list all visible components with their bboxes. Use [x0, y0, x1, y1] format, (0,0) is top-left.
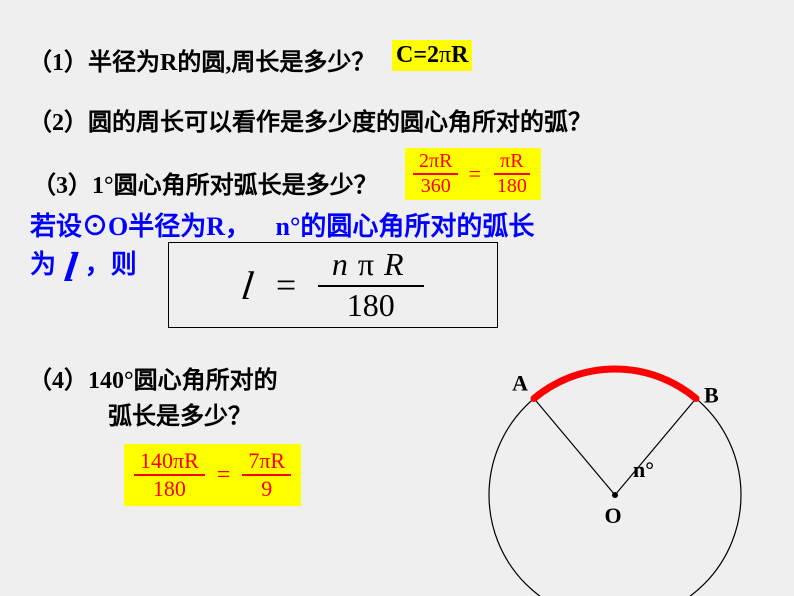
q2-line: （2）圆的周长可以看作是多少度的圆心角所对的弧？: [28, 102, 592, 137]
svg-text:n°: n°: [633, 457, 654, 482]
svg-text:B: B: [704, 382, 719, 407]
q3-frac2-den: 180: [491, 175, 533, 198]
svg-text:O: O: [604, 503, 621, 528]
q1-line: （1）半径为R的圆,周长是多少？: [28, 42, 375, 77]
q3-line: （3）1°圆心角所对弧长是多少？: [32, 165, 378, 200]
q1-pi: π: [439, 42, 451, 68]
q3-frac1: 2πR 360: [413, 150, 458, 198]
q3-answer: 2πR 360 = πR 180: [405, 148, 541, 200]
formula-eq: =: [274, 264, 298, 306]
q3-frac1-den: 360: [415, 175, 457, 198]
formula-num-n: n: [332, 246, 358, 282]
q1-answer: C=2πR: [392, 40, 472, 71]
q4-line1: （4）140°圆心角所对的: [28, 360, 278, 395]
q4-frac1-den: 180: [147, 476, 192, 502]
setup-line2a: 为: [30, 250, 56, 279]
q1-suffix: 的圆,周长是多少？: [177, 50, 375, 76]
formula-l: l: [239, 262, 257, 309]
q1-r: R: [451, 42, 468, 68]
q3-frac1-num: 2πR: [413, 150, 458, 175]
q1-var: R: [160, 50, 177, 76]
q4-frac2-num: 7πR: [242, 448, 291, 476]
q4-line2: 弧长是多少？: [108, 396, 252, 431]
q4-eq: =: [217, 462, 231, 488]
setup-line2b: ，则: [85, 250, 137, 279]
q3-frac2: πR 180: [491, 150, 533, 198]
q1-lhs: C=2: [396, 42, 439, 68]
svg-text:A: A: [512, 370, 528, 395]
q3-text: （3）1°圆心角所对弧长是多少？: [32, 173, 378, 199]
setup-line1a: 若设⊙O半径为R，: [30, 212, 251, 241]
formula-num-pi: π: [358, 246, 384, 282]
q1-prefix: （1）半径为: [28, 50, 160, 76]
q2-text: （2）圆的周长可以看作是多少度的圆心角所对的弧？: [28, 110, 592, 136]
q4-frac2: 7πR 9: [242, 448, 291, 502]
setup-line1b: n°的圆心角所对的弧长: [276, 212, 535, 241]
main-formula-box: l = nπR 180: [168, 242, 498, 328]
q4-text2: 弧长是多少？: [108, 404, 252, 430]
formula-den: 180: [341, 287, 401, 324]
q4-text1: （4）140°圆心角所对的: [28, 368, 278, 394]
q4-answer: 140πR 180 = 7πR 9: [124, 444, 301, 506]
setup-line2: 为 l ，则: [30, 244, 137, 292]
setup-lvar: l: [61, 244, 79, 292]
q4-frac1-num: 140πR: [134, 448, 205, 476]
setup-line1: 若设⊙O半径为R， n°的圆心角所对的弧长: [30, 206, 534, 243]
formula-num-r: R: [384, 246, 414, 282]
q4-frac1: 140πR 180: [134, 448, 205, 502]
q4-frac2-den: 9: [255, 476, 278, 502]
formula-frac: nπR 180: [318, 246, 424, 324]
q3-frac2-num: πR: [494, 150, 529, 175]
q3-eq: =: [468, 161, 480, 186]
